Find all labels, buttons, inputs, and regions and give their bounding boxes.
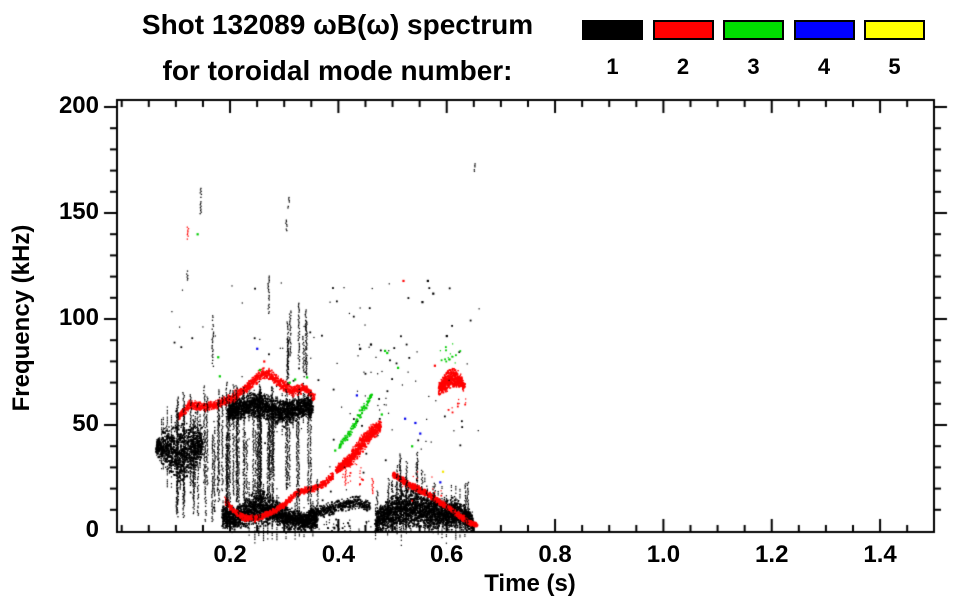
legend-swatch-mode-5 — [864, 20, 925, 40]
y-tick-label: 0 — [85, 516, 99, 543]
chart-title: Shot 132089 ωB(ω) spectrum for toroidal … — [95, 2, 580, 94]
chart-title-line2: for toroidal mode number: — [162, 55, 513, 86]
x-axis-label: Time (s) — [484, 570, 576, 597]
x-tick-label: 0.4 — [321, 541, 356, 568]
legend-swatch-mode-1 — [582, 20, 643, 40]
x-tick-label: 0.6 — [430, 541, 464, 568]
x-tick-label: 0.2 — [213, 541, 247, 568]
legend-label-mode-2: 2 — [676, 54, 690, 79]
x-tick-label: 1.0 — [646, 541, 681, 568]
x-tick-label: 1.2 — [755, 541, 789, 568]
y-tick-label: 50 — [72, 410, 99, 437]
legend-swatch-mode-3 — [723, 20, 784, 40]
legend-label-mode-3: 3 — [747, 54, 760, 79]
legend-label-mode-4: 4 — [817, 54, 831, 79]
y-tick-label: 200 — [58, 92, 99, 119]
x-tick-label: 1.4 — [863, 541, 897, 568]
legend-label-mode-1: 1 — [606, 54, 619, 79]
x-tick-label: 0.8 — [538, 541, 572, 568]
legend-swatch-mode-2 — [652, 20, 714, 40]
y-tick-label: 100 — [58, 304, 99, 331]
legend-swatch-mode-4 — [793, 20, 855, 40]
chart-title-line1: Shot 132089 ωB(ω) spectrum — [141, 9, 534, 40]
y-tick-label: 150 — [58, 198, 99, 225]
legend-label-mode-5: 5 — [888, 54, 901, 79]
